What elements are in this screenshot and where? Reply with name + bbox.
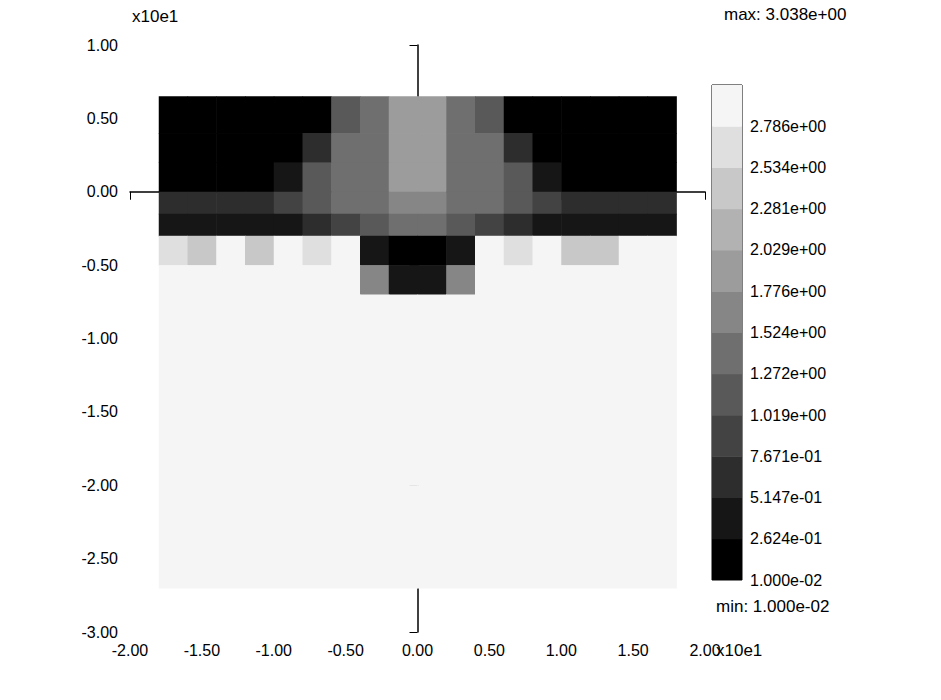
svg-text:-1.50: -1.50 <box>82 403 119 420</box>
svg-text:1.524e+00: 1.524e+00 <box>750 324 826 341</box>
svg-text:max: 3.038e+00: max: 3.038e+00 <box>724 5 846 24</box>
svg-text:-0.50: -0.50 <box>327 642 364 659</box>
svg-text:0.50: 0.50 <box>474 642 505 659</box>
svg-text:-1.00: -1.00 <box>82 330 119 347</box>
svg-text:2.029e+00: 2.029e+00 <box>750 241 826 258</box>
svg-text:1.50: 1.50 <box>618 642 649 659</box>
svg-text:1.00: 1.00 <box>546 642 577 659</box>
svg-text:1.000e-02: 1.000e-02 <box>750 572 822 589</box>
svg-text:2.624e-01: 2.624e-01 <box>750 530 822 547</box>
svg-text:7.671e-01: 7.671e-01 <box>750 448 822 465</box>
svg-text:0.00: 0.00 <box>402 642 433 659</box>
svg-text:0.50: 0.50 <box>87 110 118 127</box>
svg-text:1.019e+00: 1.019e+00 <box>750 407 826 424</box>
svg-text:-2.00: -2.00 <box>112 642 149 659</box>
svg-text:2.534e+00: 2.534e+00 <box>750 159 826 176</box>
svg-text:x10e1: x10e1 <box>132 7 178 26</box>
svg-text:-1.00: -1.00 <box>256 642 293 659</box>
svg-text:5.147e-01: 5.147e-01 <box>750 489 822 506</box>
svg-text:-2.50: -2.50 <box>82 550 119 567</box>
svg-text:2.281e+00: 2.281e+00 <box>750 200 826 217</box>
svg-text:1.00: 1.00 <box>87 37 118 54</box>
svg-text:-3.00: -3.00 <box>82 624 119 641</box>
svg-text:x10e1: x10e1 <box>716 641 762 660</box>
svg-text:-0.50: -0.50 <box>82 257 119 274</box>
svg-text:1.272e+00: 1.272e+00 <box>750 365 826 382</box>
svg-text:min: 1.000e-02: min: 1.000e-02 <box>716 597 829 616</box>
svg-text:2.786e+00: 2.786e+00 <box>750 118 826 135</box>
svg-text:1.776e+00: 1.776e+00 <box>750 283 826 300</box>
svg-text:-2.00: -2.00 <box>82 477 119 494</box>
svg-text:2.00: 2.00 <box>689 642 720 659</box>
svg-text:0.00: 0.00 <box>87 183 118 200</box>
svg-text:-1.50: -1.50 <box>184 642 221 659</box>
